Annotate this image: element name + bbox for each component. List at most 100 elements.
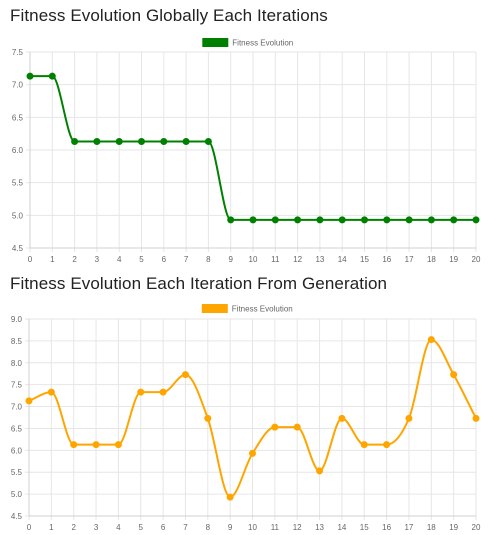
generation-data-point[interactable] (427, 336, 435, 344)
generation-xtick-label: 8 (206, 523, 211, 532)
generation-xtick-label: 1 (49, 523, 54, 532)
generation-xtick-label: 4 (116, 523, 121, 532)
generation-xtick-label: 17 (404, 523, 413, 532)
global-data-point[interactable] (227, 216, 235, 224)
generation-data-point[interactable] (472, 414, 480, 422)
generation-data-point[interactable] (383, 441, 391, 449)
generation-data-point[interactable] (293, 423, 301, 431)
generation-xtick-label: 19 (449, 523, 458, 532)
global-data-point[interactable] (427, 216, 435, 224)
generation-legend-label[interactable]: Fitness Evolution (232, 305, 293, 314)
generation-ytick-label: 8.0 (11, 359, 23, 368)
global-data-point[interactable] (338, 216, 346, 224)
global-legend-label[interactable]: Fitness Evolution (232, 39, 293, 48)
generation-xtick-label: 18 (427, 523, 436, 532)
generation-data-point[interactable] (181, 371, 189, 379)
global-data-point[interactable] (450, 216, 458, 224)
generation-data-point[interactable] (226, 493, 234, 501)
global-data-point[interactable] (48, 72, 56, 80)
global-ytick-label: 6.0 (12, 146, 24, 155)
global-data-point[interactable] (383, 216, 391, 224)
generation-data-point[interactable] (92, 441, 100, 449)
global-xtick-label: 10 (249, 255, 258, 264)
generation-data-point[interactable] (70, 441, 78, 449)
global-xtick-label: 14 (338, 255, 347, 264)
generation-ytick-label: 6.5 (11, 424, 23, 433)
generation-xtick-label: 16 (382, 523, 391, 532)
generation-ytick-label: 9.0 (11, 315, 23, 324)
generation-data-point[interactable] (360, 441, 368, 449)
global-xtick-label: 2 (72, 255, 77, 264)
generation-legend-swatch[interactable] (201, 304, 228, 313)
generation-data-point[interactable] (316, 467, 324, 475)
global-data-point[interactable] (26, 72, 34, 80)
global-data-point[interactable] (93, 138, 101, 146)
generation-xtick-label: 10 (248, 523, 257, 532)
generation-ytick-label: 5.0 (11, 490, 23, 499)
global-ytick-label: 7.5 (12, 48, 24, 57)
generation-xtick-label: 20 (472, 523, 481, 532)
generation-ytick-label: 5.5 (11, 468, 23, 477)
generation-data-point[interactable] (204, 414, 212, 422)
global-data-point[interactable] (249, 216, 257, 224)
global-data-point[interactable] (71, 138, 79, 146)
global-xtick-label: 18 (427, 255, 436, 264)
generation-xtick-label: 6 (161, 523, 166, 532)
global-data-point[interactable] (361, 216, 368, 224)
generation-xtick-label: 11 (271, 523, 280, 532)
global-data-point[interactable] (316, 216, 324, 224)
chart-title-generation: Fitness Evolution Each Iteration From Ge… (10, 274, 388, 293)
generation-ytick-label: 7.5 (11, 381, 23, 390)
generation-xtick-label: 2 (71, 523, 76, 532)
global-fitness-chart: 4.55.05.56.06.57.07.50 1 2 3 4 5 6 7 8 9 10 11 12 13 1… (12, 38, 481, 264)
global-data-point[interactable] (271, 216, 279, 224)
global-data-point[interactable] (160, 138, 168, 146)
global-ytick-label: 5.5 (12, 179, 24, 188)
global-xtick-label: 19 (449, 255, 458, 264)
generation-data-point[interactable] (159, 388, 167, 396)
global-xtick-label: 15 (360, 255, 369, 264)
generation-xtick-label: 14 (337, 523, 346, 532)
global-data-point[interactable] (115, 138, 123, 146)
generation-ytick-label: 4.5 (11, 512, 23, 521)
global-xtick-label: 3 (95, 255, 100, 264)
generation-data-point[interactable] (405, 414, 413, 422)
global-ytick-label: 7.0 (12, 81, 24, 90)
chart-title-global: Fitness Evolution Globally Each Iteratio… (10, 6, 328, 25)
global-xtick-label: 20 (472, 255, 481, 264)
global-xtick-label: 8 (206, 255, 211, 264)
generation-data-point[interactable] (450, 371, 458, 379)
generation-data-point[interactable] (249, 449, 256, 457)
generation-data-point[interactable] (137, 388, 145, 396)
global-xtick-label: 17 (405, 255, 414, 264)
generation-data-point[interactable] (47, 388, 55, 396)
global-xtick-label: 9 (228, 255, 233, 264)
global-legend-swatch[interactable] (202, 38, 229, 47)
global-data-point[interactable] (472, 216, 480, 224)
global-xtick-label: 11 (271, 255, 280, 264)
global-data-point[interactable] (182, 138, 190, 146)
generation-ytick-label: 6.0 (11, 446, 23, 455)
global-data-point[interactable] (294, 216, 302, 224)
generation-xtick-label: 15 (360, 523, 369, 532)
global-xtick-label: 12 (293, 255, 302, 264)
generation-data-point[interactable] (338, 414, 346, 422)
generation-data-point[interactable] (114, 441, 122, 449)
global-xtick-label: 4 (117, 255, 122, 264)
global-data-point[interactable] (138, 138, 145, 146)
global-xtick-label: 6 (162, 255, 167, 264)
generation-xtick-label: 3 (94, 523, 99, 532)
generation-xtick-label: 7 (183, 523, 188, 532)
global-xtick-label: 16 (382, 255, 391, 264)
global-xtick-label: 1 (50, 255, 55, 264)
global-data-point[interactable] (204, 138, 212, 146)
generation-data-point[interactable] (25, 397, 33, 405)
generation-data-point[interactable] (271, 423, 279, 431)
global-ytick-label: 4.5 (12, 244, 24, 253)
global-xtick-label: 13 (315, 255, 324, 264)
global-xtick-label: 5 (139, 255, 144, 264)
generation-ytick-label: 7.0 (11, 403, 23, 412)
global-data-point[interactable] (405, 216, 413, 224)
generation-ytick-label: 8.5 (11, 337, 23, 346)
